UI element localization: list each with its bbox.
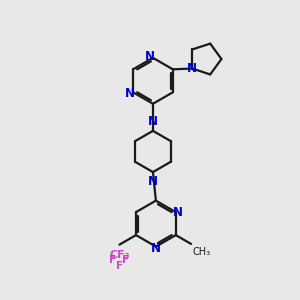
Text: CH₃: CH₃ [193, 248, 211, 257]
Text: N: N [144, 50, 154, 63]
Text: N: N [151, 242, 161, 255]
Text: N: N [148, 115, 158, 128]
Text: F: F [116, 262, 123, 272]
Text: F: F [110, 255, 116, 265]
Text: F: F [122, 255, 130, 265]
Text: N: N [173, 206, 183, 219]
Text: N: N [148, 175, 158, 188]
Text: CF₃: CF₃ [109, 250, 130, 260]
Text: N: N [124, 87, 134, 100]
Text: N: N [187, 62, 197, 75]
